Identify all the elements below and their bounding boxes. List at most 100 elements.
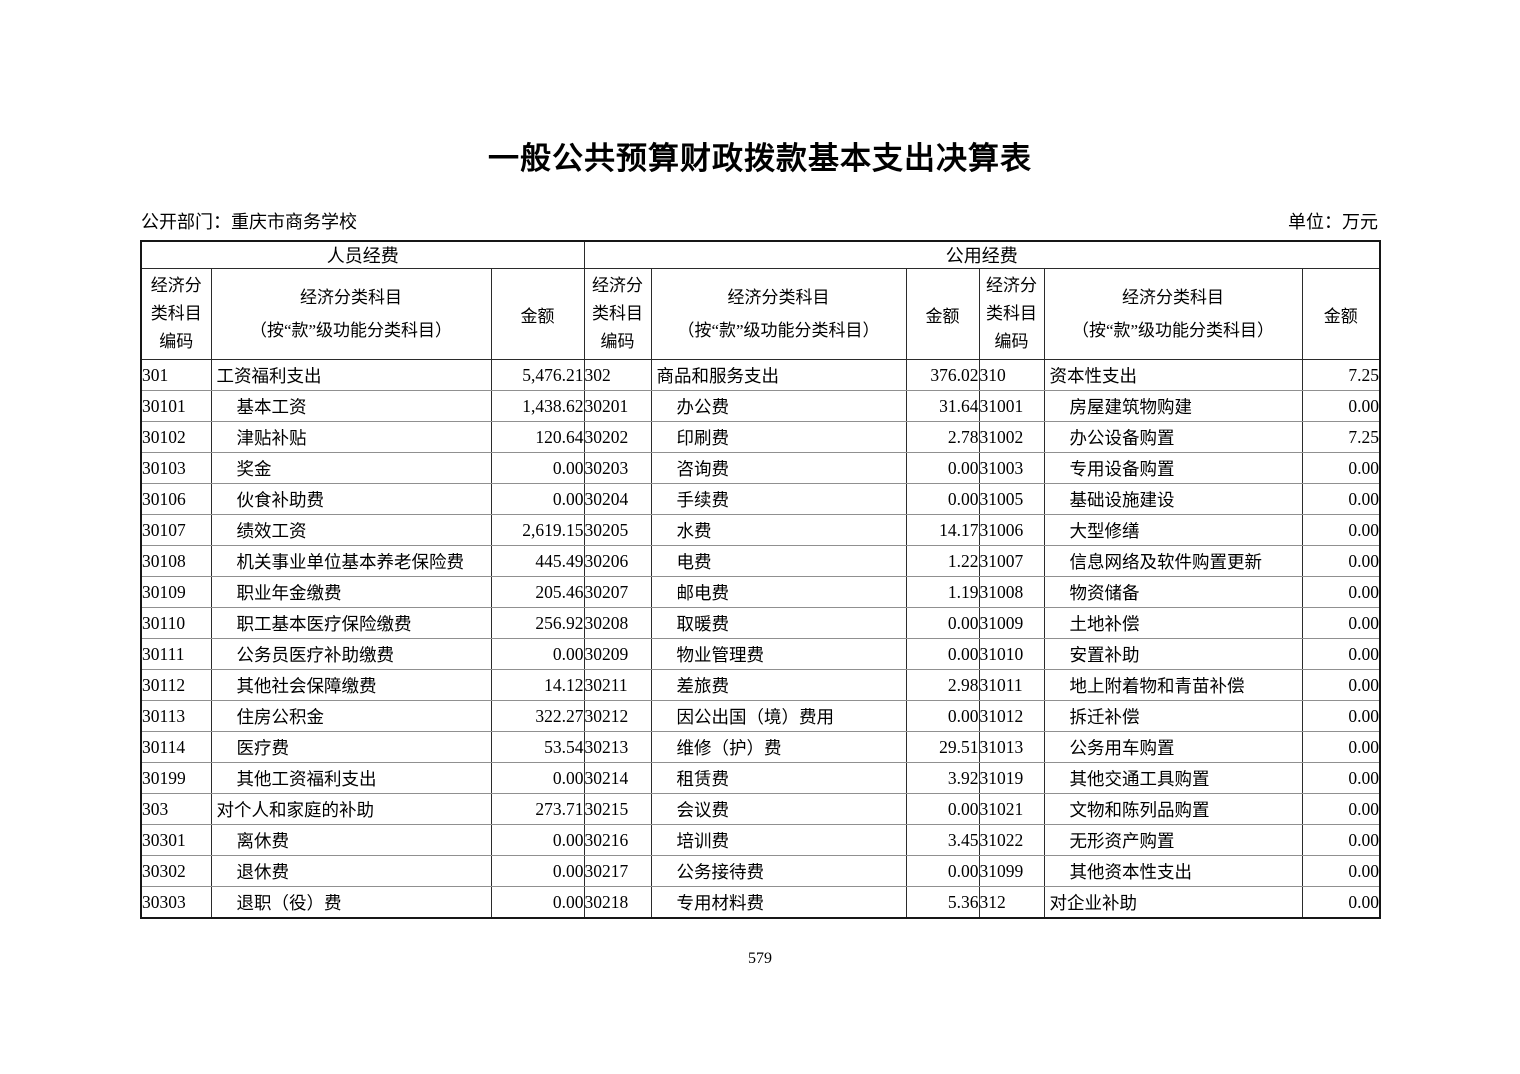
column-header-row: 经济分 类科目 编码 经济分类科目 （按“款”级功能分类科目） 金额 经济分 类… [140,268,1381,360]
subject-cell: 机关事业单位基本养老保险费 [210,545,492,577]
subject-cell: 无形资产购置 [1043,824,1303,856]
amount-cell: 0.00 [1301,483,1381,515]
subject-cell: 退休费 [210,855,492,887]
code-cell: 31008 [978,576,1045,608]
subject-cell: 奖金 [210,452,492,484]
code-cell: 31010 [978,638,1045,670]
department-line: 公开部门：重庆市商务学校 [141,212,357,232]
subject-cell: 专用材料费 [650,886,907,919]
subject-cell: 因公出国（境）费用 [650,700,907,732]
code-cell: 30110 [140,607,212,639]
subject-cell: 信息网络及软件购置更新 [1043,545,1303,577]
amount-header: 金额 [490,268,585,360]
code-cell: 301 [140,359,212,391]
amount-cell: 0.00 [1301,576,1381,608]
subject-cell: 专用设备购置 [1043,452,1303,484]
subject-cell: 绩效工资 [210,514,492,546]
amount-cell: 0.00 [1301,638,1381,670]
subject-cell: 对企业补助 [1043,886,1303,919]
code-cell: 302 [583,359,652,391]
amount-cell: 445.49 [490,545,585,577]
code-header-line: 类科目 [592,304,643,323]
subject-cell: 拆迁补偿 [1043,700,1303,732]
amount-cell: 0.00 [905,793,980,825]
subject-cell: 公务用车购置 [1043,731,1303,763]
code-header: 经济分 类科目 编码 [978,268,1045,360]
subject-header-line: （按“款”级功能分类科目） [249,321,453,340]
amount-cell: 0.00 [1301,731,1381,763]
table-row: 30301 离休费 0.00 30216 培训费 3.45 31022 无形资产购置 0.00 [140,824,1381,856]
table-row: 30199 其他工资福利支出 0.00 30214 租赁费 3.92 31019 其他交通工具… [140,762,1381,794]
code-cell: 30201 [583,390,652,422]
amount-cell: 273.71 [490,793,585,825]
expenditure-table: 人员经费 公用经费 经济分 类科目 编码 经济分类科目 （按“款”级功能分类科目… [140,240,1381,919]
code-cell: 30303 [140,886,212,919]
amount-cell: 14.12 [490,669,585,701]
code-header: 经济分 类科目 编码 [140,268,212,360]
amount-cell: 1.19 [905,576,980,608]
code-cell: 312 [978,886,1045,919]
code-cell: 30215 [583,793,652,825]
subject-cell: 物业管理费 [650,638,907,670]
amount-cell: 1,438.62 [490,390,585,422]
amount-cell: 14.17 [905,514,980,546]
subject-header-line: （按“款”级功能分类科目） [1071,321,1275,340]
code-cell: 31007 [978,545,1045,577]
amount-cell: 0.00 [1301,514,1381,546]
subject-cell: 对个人和家庭的补助 [210,793,492,825]
amount-cell: 205.46 [490,576,585,608]
subject-cell: 地上附着物和青苗补偿 [1043,669,1303,701]
code-cell: 31002 [978,421,1045,453]
subject-cell: 基础设施建设 [1043,483,1303,515]
amount-cell: 29.51 [905,731,980,763]
subject-cell: 退职（役）费 [210,886,492,919]
amount-cell: 0.00 [1301,762,1381,794]
subject-cell: 租赁费 [650,762,907,794]
table-body: 301 工资福利支出 5,476.21 302 商品和服务支出 376.02 310 资本性支… [140,359,1381,919]
subject-cell: 工资福利支出 [210,359,492,391]
subject-cell: 电费 [650,545,907,577]
amount-cell: 0.00 [1301,700,1381,732]
table-row: 30114 医疗费 53.54 30213 维修（护）费 29.51 31013 公务用车购置… [140,731,1381,763]
code-cell: 31012 [978,700,1045,732]
amount-cell: 0.00 [905,855,980,887]
amount-cell: 7.25 [1301,359,1381,391]
code-cell: 30208 [583,607,652,639]
code-header: 经济分 类科目 编码 [583,268,652,360]
amount-cell: 0.00 [905,638,980,670]
code-cell: 30101 [140,390,212,422]
table-row: 30112 其他社会保障缴费 14.12 30211 差旅费 2.98 31011 地上附着物… [140,669,1381,701]
code-cell: 30108 [140,545,212,577]
subject-cell: 取暖费 [650,607,907,639]
subject-cell: 安置补助 [1043,638,1303,670]
amount-cell: 2.98 [905,669,980,701]
code-cell: 30203 [583,452,652,484]
amount-cell: 0.00 [905,452,980,484]
table-row: 301 工资福利支出 5,476.21 302 商品和服务支出 376.02 310 资本性支… [140,359,1381,391]
code-cell: 30107 [140,514,212,546]
amount-cell: 376.02 [905,359,980,391]
band-header-personnel: 人员经费 [140,240,585,269]
table-row: 30302 退休费 0.00 30217 公务接待费 0.00 31099 其他资本性支出 0.… [140,855,1381,887]
subject-cell: 办公设备购置 [1043,421,1303,453]
code-header-line: 编码 [994,332,1029,351]
subject-cell: 离休费 [210,824,492,856]
code-cell: 30211 [583,669,652,701]
page-number: 579 [748,950,772,967]
code-cell: 30109 [140,576,212,608]
code-cell: 31011 [978,669,1045,701]
subject-cell: 医疗费 [210,731,492,763]
amount-cell: 0.00 [1301,793,1381,825]
amount-cell: 5,476.21 [490,359,585,391]
subject-cell: 培训费 [650,824,907,856]
amount-cell: 0.00 [490,452,585,484]
table-row: 30106 伙食补助费 0.00 30204 手续费 0.00 31005 基础设施建设 0.0… [140,483,1381,515]
subject-cell: 公务员医疗补助缴费 [210,638,492,670]
code-cell: 30112 [140,669,212,701]
amount-cell: 0.00 [490,886,585,919]
code-cell: 30199 [140,762,212,794]
subject-cell: 房屋建筑物购建 [1043,390,1303,422]
amount-cell: 0.00 [490,824,585,856]
table-row: 30108 机关事业单位基本养老保险费 445.49 30206 电费 1.22 31007… [140,545,1381,577]
